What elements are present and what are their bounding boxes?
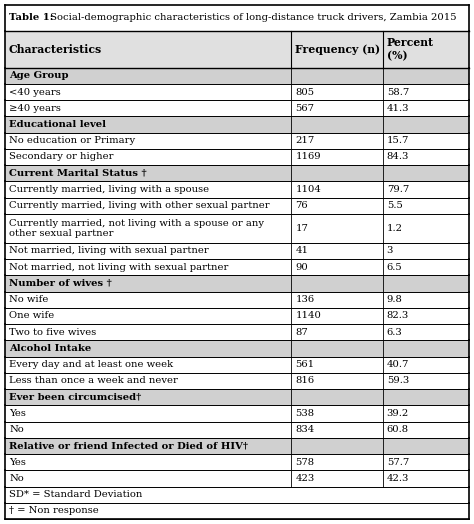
Bar [5,84,469,100]
Bar [5,373,469,389]
Text: Ever been circumcised†: Ever been circumcised† [9,392,141,402]
Bar [5,421,469,438]
Text: 41: 41 [295,246,308,256]
Text: Percent
(%): Percent (%) [387,37,434,61]
Text: 561: 561 [295,360,314,369]
Text: 9.8: 9.8 [387,295,402,304]
Text: Currently married, living with other sexual partner: Currently married, living with other sex… [9,201,270,210]
Text: 57.7: 57.7 [387,457,409,467]
Text: 41.3: 41.3 [387,104,409,113]
Bar [5,308,469,324]
Bar [5,454,469,470]
Text: 17: 17 [295,224,308,233]
Text: 84.3: 84.3 [387,152,409,161]
Text: 58.7: 58.7 [387,88,409,96]
Bar [5,486,469,503]
Text: 76: 76 [295,201,308,210]
Text: Not married, not living with sexual partner: Not married, not living with sexual part… [9,263,228,272]
Text: Social-demographic characteristics of long-distance truck drivers, Zambia 2015: Social-demographic characteristics of lo… [47,13,456,22]
Text: 5.5: 5.5 [387,201,402,210]
Text: 39.2: 39.2 [387,409,409,418]
Text: 42.3: 42.3 [387,474,409,483]
Text: 538: 538 [295,409,314,418]
Text: 217: 217 [295,136,315,145]
Bar [5,165,469,181]
Bar [5,214,469,243]
Text: 90: 90 [295,263,308,272]
Text: <40 years: <40 years [9,88,61,96]
Text: ≥40 years: ≥40 years [9,104,61,113]
Bar [5,324,469,340]
Text: Currently married, living with a spouse: Currently married, living with a spouse [9,185,209,194]
Text: Number of wives †: Number of wives † [9,279,112,288]
Text: 79.7: 79.7 [387,185,409,194]
Text: † = Non response: † = Non response [9,506,99,516]
Text: Secondary or higher: Secondary or higher [9,152,113,161]
Text: Not married, living with sexual partner: Not married, living with sexual partner [9,246,209,256]
Text: 1140: 1140 [295,311,321,321]
Bar [5,133,469,149]
Text: Age Group: Age Group [9,71,69,80]
Text: 567: 567 [295,104,314,113]
Text: Relative or friend Infected or Died of HIV†: Relative or friend Infected or Died of H… [9,441,248,451]
Text: No wife: No wife [9,295,48,304]
Text: SD* = Standard Deviation: SD* = Standard Deviation [9,490,142,499]
Bar [5,181,469,198]
Bar [5,5,469,30]
Bar [5,198,469,214]
Bar [5,243,469,259]
Bar [5,149,469,165]
Text: One wife: One wife [9,311,54,321]
Text: 82.3: 82.3 [387,311,409,321]
Bar [5,291,469,308]
Text: Table 1:: Table 1: [9,13,54,22]
Text: Two to five wives: Two to five wives [9,328,96,337]
Text: 805: 805 [295,88,314,96]
Text: 60.8: 60.8 [387,425,409,434]
Bar [5,259,469,275]
Text: 87: 87 [295,328,308,337]
Bar [5,340,469,356]
Text: 834: 834 [295,425,315,434]
Text: Currently married, not living with a spouse or any
other sexual partner: Currently married, not living with a spo… [9,219,264,238]
Text: Every day and at least one week: Every day and at least one week [9,360,173,369]
Text: Educational level: Educational level [9,120,106,129]
Text: 59.3: 59.3 [387,376,409,386]
Bar [5,68,469,84]
Text: Alcohol Intake: Alcohol Intake [9,344,91,353]
Text: No: No [9,425,24,434]
Text: Current Marital Status †: Current Marital Status † [9,169,146,178]
Text: Characteristics: Characteristics [9,43,102,54]
Bar [5,30,469,68]
Bar [5,438,469,454]
Text: 1.2: 1.2 [387,224,403,233]
Text: 6.3: 6.3 [387,328,402,337]
Text: 1104: 1104 [295,185,321,194]
Text: Yes: Yes [9,457,26,467]
Text: No: No [9,474,24,483]
Text: 6.5: 6.5 [387,263,402,272]
Text: Less than once a week and never: Less than once a week and never [9,376,178,386]
Text: 816: 816 [295,376,314,386]
Bar [5,100,469,116]
Text: 136: 136 [295,295,314,304]
Bar [5,116,469,133]
Text: 40.7: 40.7 [387,360,409,369]
Text: 1169: 1169 [295,152,321,161]
Bar [5,405,469,421]
Bar [5,275,469,291]
Bar [5,503,469,519]
Text: 3: 3 [387,246,393,256]
Text: Frequency (n): Frequency (n) [295,43,381,54]
Bar [5,356,469,373]
Text: 578: 578 [295,457,314,467]
Text: Yes: Yes [9,409,26,418]
Text: 15.7: 15.7 [387,136,409,145]
Bar [5,470,469,486]
Text: 423: 423 [295,474,315,483]
Text: No education or Primary: No education or Primary [9,136,135,145]
Bar [5,389,469,405]
